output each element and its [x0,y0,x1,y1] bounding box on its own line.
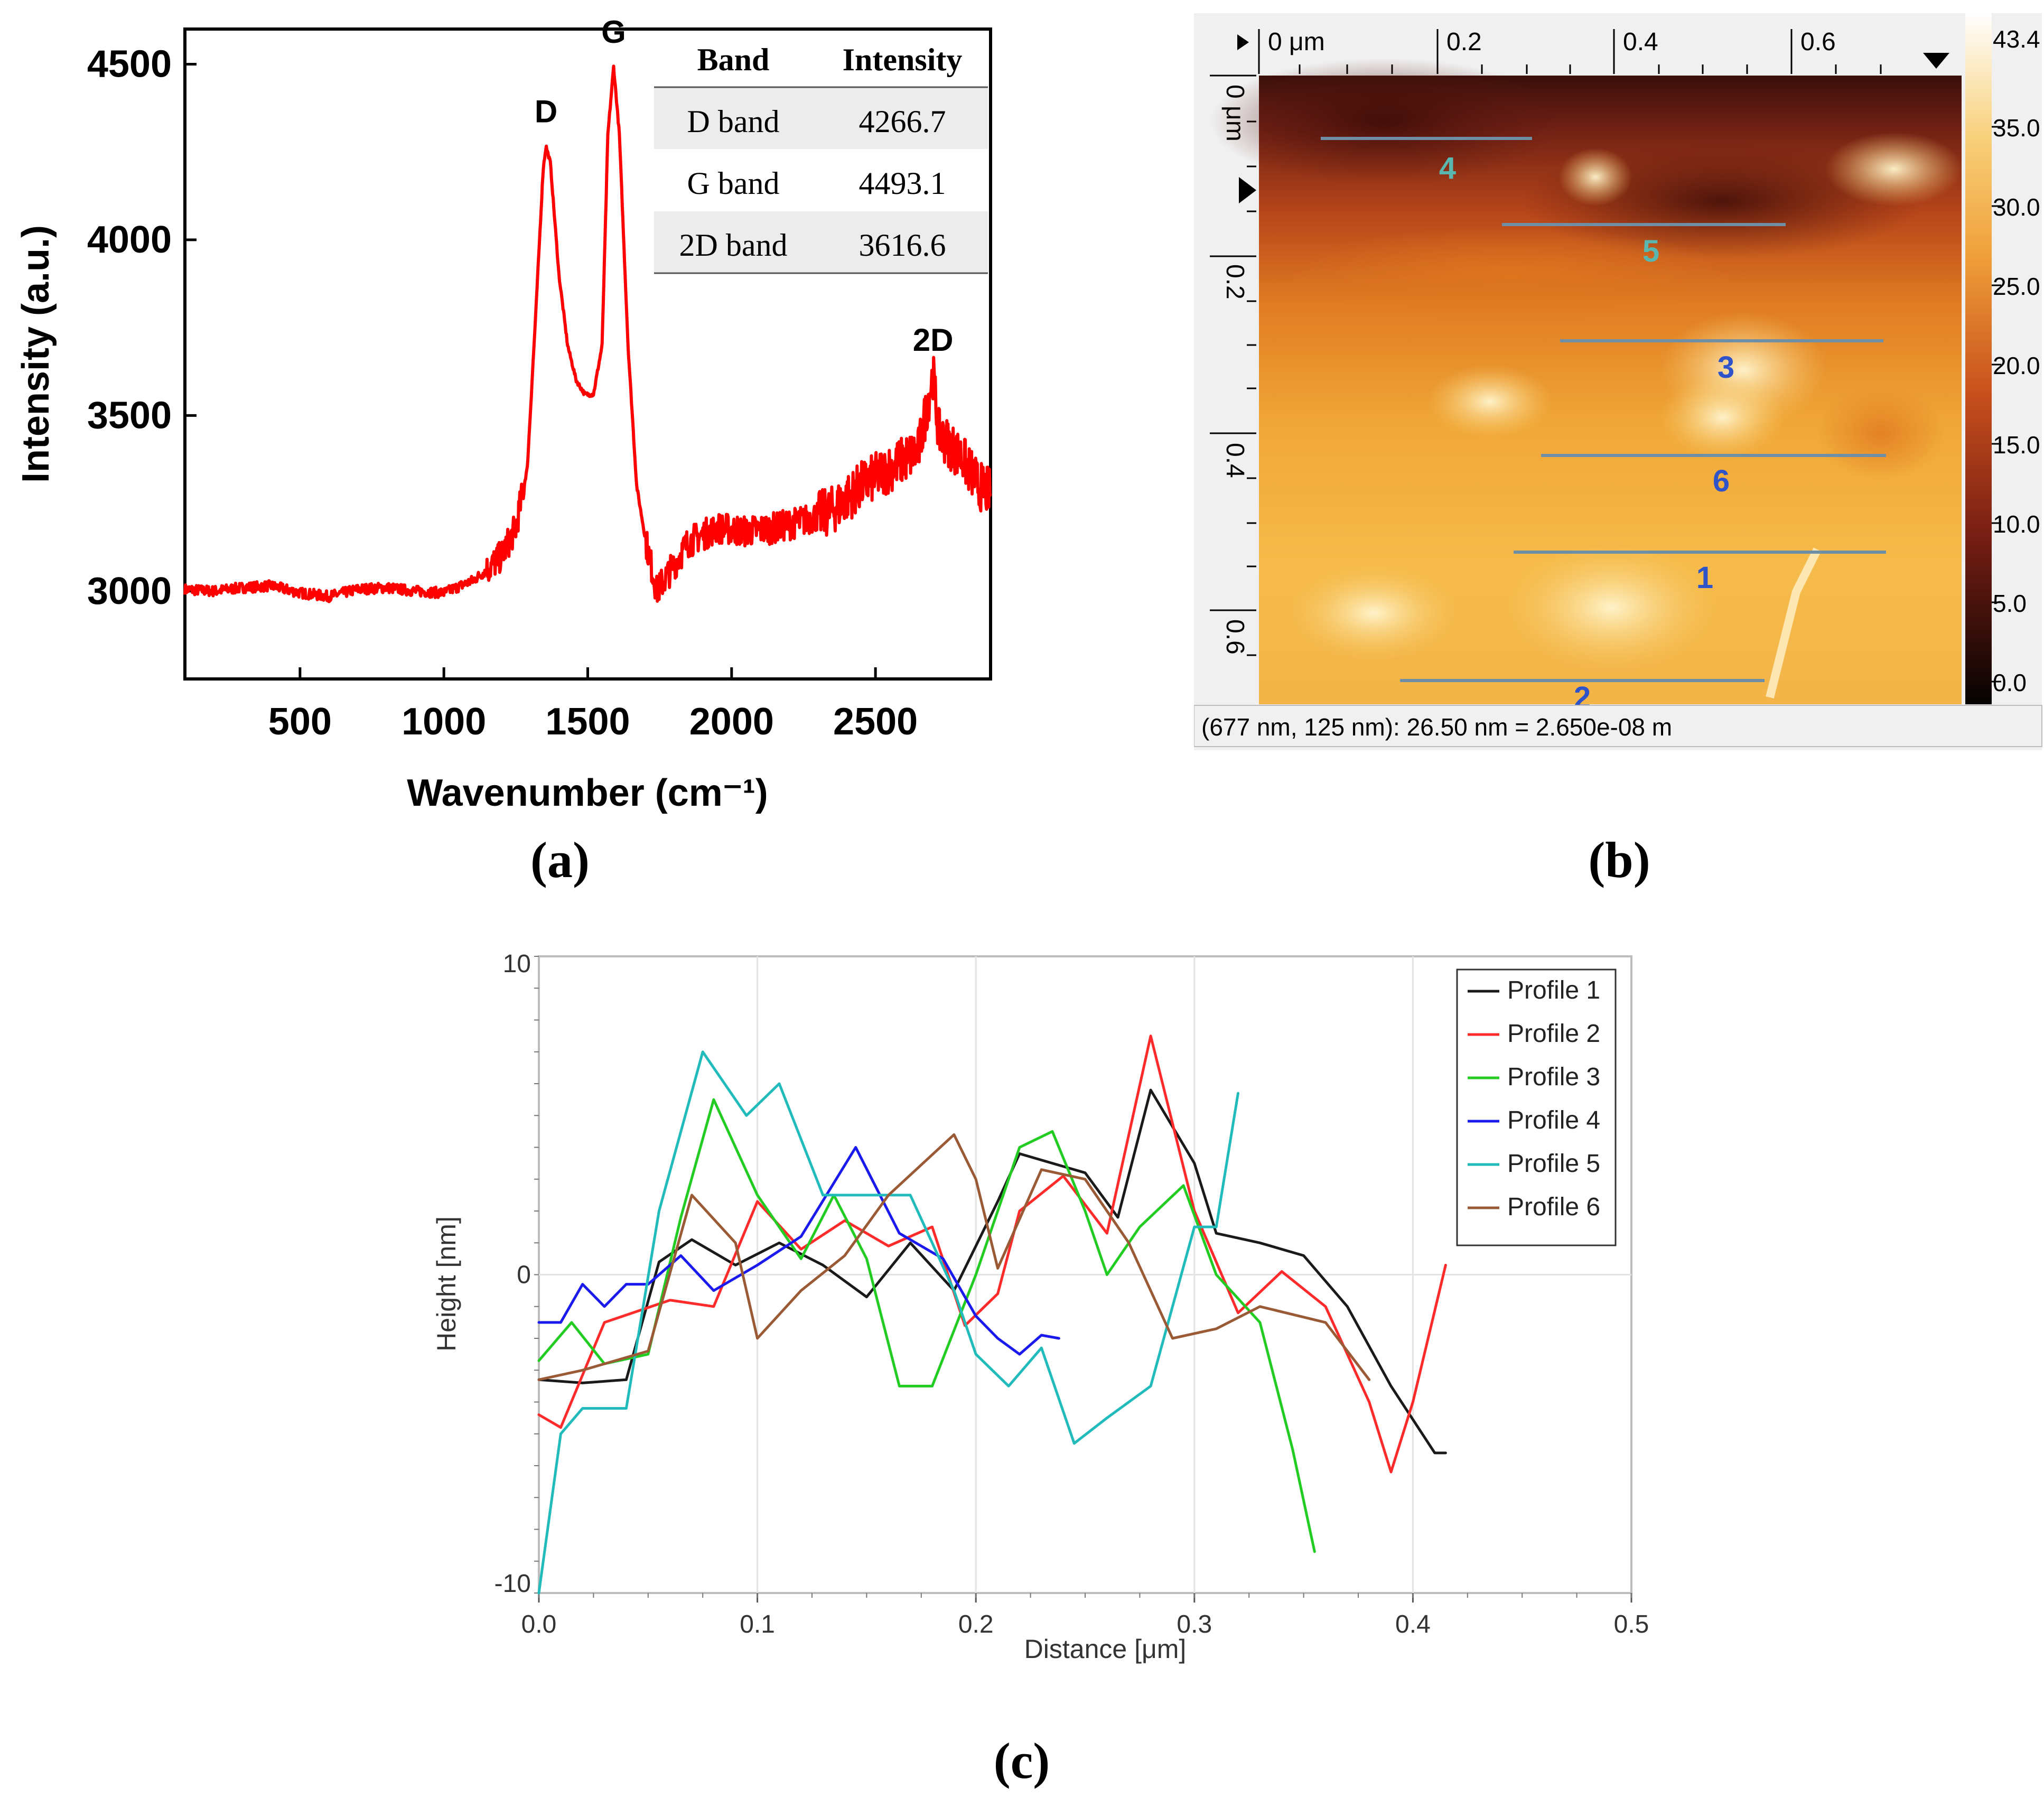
afm-y-tick-label: 0.4 [1221,443,1249,478]
legend-entry: Profile 1 [1507,976,1600,1004]
profile-series-line [537,1133,1371,1381]
colorbar-tick-label: 20.0 [1993,352,2040,379]
panel-c-label: (c) [994,1733,1050,1789]
raman-peak-label: 2D [913,322,954,358]
band-table-cell: 2D band [679,228,788,263]
band-table-cell: 4266.7 [859,104,946,139]
panel-b: 0 μm 0.2 0.4 0.6 0 μm 0.2 0.4 0.6 [1194,0,2044,909]
panel-b-label: (b) [1588,832,1650,888]
band-table-cell: 3616.6 [859,228,946,263]
band-table-cell: D band [687,104,780,139]
raman-x-axis-label: Wavenumber (cm⁻¹) [407,772,768,814]
profiles-x-tick-label: 0.0 [521,1610,557,1638]
profiles-x-tick-label: 0.3 [1177,1610,1212,1638]
raman-y-axis-label: Intensity (a.u.) [15,225,57,483]
afm-profile-lines[interactable] [1321,137,1886,682]
profiles-y-tick-label: -10 [494,1570,531,1598]
afm-x-tick-label: 0.2 [1446,28,1482,56]
colorbar-tick-label: 5.0 [1993,590,2027,617]
afm-x-tick-label: 0 μm [1268,28,1325,56]
profiles-x-tick-label: 0.2 [958,1610,994,1638]
colorbar-tick-label: 0.0 [1993,669,2027,696]
profiles-x-tick-label: 0.4 [1395,1610,1431,1638]
raman-y-tick-label: 3500 [87,394,172,436]
band-table-cell: 4493.1 [859,166,946,201]
profile-label-6: 6 [1713,464,1730,498]
raman-spectrum-line [183,64,992,603]
legend-entry: Profile 3 [1507,1063,1600,1091]
profile-label-3: 3 [1718,350,1734,385]
panel-a-label: (a) [530,832,590,888]
ruler-marker-icon[interactable] [1237,34,1249,50]
profiles-x-tick-label: 0.5 [1614,1610,1649,1638]
ruler-marker-icon[interactable] [1923,53,1949,69]
band-table-header-band: Band [697,42,770,77]
raman-x-tick-label: 500 [268,701,332,743]
ruler-marker-icon[interactable] [1239,177,1256,203]
afm-height-map[interactable] [1210,58,1963,704]
colorbar-tick-label: 25.0 [1993,273,2040,300]
profile-series-line [537,1146,1060,1356]
raman-x-tick-label: 2500 [833,701,918,743]
profile-series-line [537,1088,1447,1455]
panel-c: 0.0 0.1 0.2 0.3 0.4 0.5 -10 0 10 Profile 1 Profil… [0,909,2044,1807]
band-table: Band Intensity D band 4266.7 G band 4493… [654,42,988,274]
profile-series-line [537,1098,1316,1553]
raman-peak-label: D [535,94,557,129]
raman-y-tick-label: 3000 [87,570,172,612]
afm-x-tick-label: 0.6 [1800,28,1836,56]
profile-label-5: 5 [1642,234,1659,268]
raman-x-tick-label: 1000 [402,701,486,743]
afm-status-bar [1194,705,2042,747]
profiles-x-tick-label: 0.1 [740,1610,775,1638]
profiles-y-axis-label: Height [nm] [432,1216,461,1352]
profiles-y-tick-label: 10 [503,950,531,978]
raman-peak-label: G [601,14,626,50]
profiles-x-axis-label: Distance [μm] [1024,1634,1187,1664]
colorbar-tick-label: 10.0 [1993,510,2040,538]
raman-y-tick-label: 4500 [87,43,172,85]
raman-chart: 500 1000 1500 2000 2500 3000 3500 4000 4500 D G 2D… [15,14,992,888]
afm-status-text: (677 nm, 125 nm): 26.50 nm = 2.650e-08 m [1201,713,1672,741]
legend-entry: Profile 2 [1507,1020,1600,1048]
colorbar-tick-label: 35.0 [1993,114,2040,142]
band-table-header-intensity: Intensity [843,42,963,77]
raman-x-tick-label: 2000 [689,701,774,743]
legend-entry: Profile 4 [1507,1106,1600,1134]
colorbar-tick-label: 30.0 [1993,193,2040,221]
profile-label-4: 4 [1439,151,1456,185]
afm-colorbar-panel [1992,13,2042,704]
profiles-chart: 0.0 0.1 0.2 0.3 0.4 0.5 -10 0 10 Profile 1 Profil… [432,950,1649,1789]
profiles-legend [1456,968,1617,1246]
profile-series-line [537,1050,1239,1595]
afm-x-tick-label: 0.4 [1623,28,1658,56]
colorbar-ticks [1992,126,2001,683]
legend-entry: Profile 5 [1507,1150,1600,1178]
afm-left-ruler [1194,76,1257,704]
profiles-y-tick-label: 0 [517,1261,531,1289]
raman-y-tick-label: 4000 [87,219,172,261]
legend-entry: Profile 6 [1507,1193,1600,1221]
panel-a: 500 1000 1500 2000 2500 3000 3500 4000 4500 D G 2D… [0,0,1035,909]
band-table-row-bg [654,211,988,273]
afm-y-tick-label: 0.2 [1221,264,1249,300]
colorbar-tick-label: 15.0 [1993,431,2040,459]
raman-x-tick-label: 1500 [545,701,630,743]
afm-colorbar [1965,13,1992,704]
band-table-row-bg [654,87,988,149]
band-table-cell: G band [687,166,780,201]
profile-label-1: 1 [1696,561,1713,595]
colorbar-max-label: 43.4 nm [1993,25,2044,53]
afm-image-window: 0 μm 0.2 0.4 0.6 0 μm 0.2 0.4 0.6 [1194,13,2044,888]
profile-series-line [537,1035,1447,1474]
afm-y-tick-label: 0.6 [1221,619,1249,655]
